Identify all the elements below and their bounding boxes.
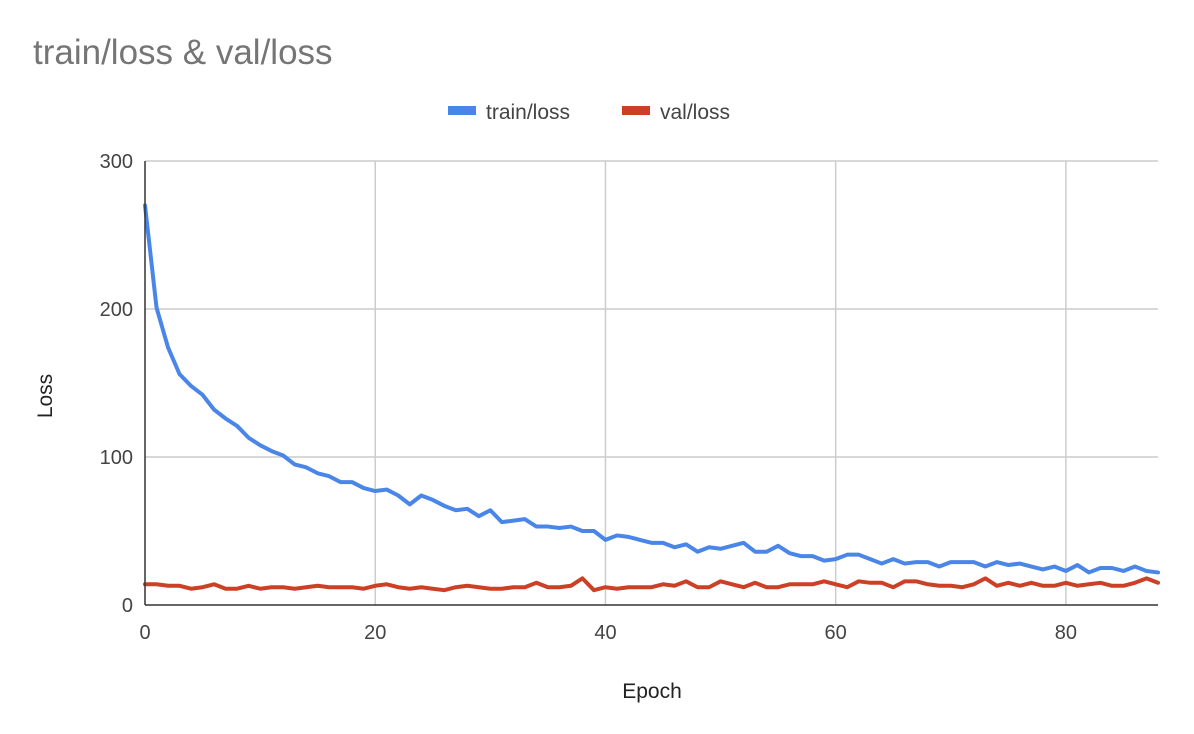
series-line-val-loss — [143, 576, 1160, 593]
x-axis-label: Epoch — [622, 680, 682, 703]
y-tick-label: 100 — [100, 447, 133, 469]
legend-label-train-loss: train/loss — [486, 101, 570, 124]
chart-title: train/loss & val/loss — [33, 33, 333, 72]
y-tick-label: 0 — [122, 595, 133, 617]
axis-ticks: 0 100 200 300 0 20 40 60 80 — [100, 151, 1077, 644]
x-tick-label: 60 — [825, 622, 847, 644]
x-tick-label: 40 — [594, 622, 616, 644]
legend: train/loss val/loss — [448, 101, 730, 124]
legend-swatch-train-loss — [448, 106, 476, 115]
x-tick-label: 80 — [1055, 622, 1077, 644]
axes — [144, 161, 1158, 606]
y-tick-label: 300 — [100, 151, 133, 173]
series-line-train-loss — [143, 203, 1160, 575]
legend-swatch-val-loss — [622, 106, 650, 115]
y-tick-label: 200 — [100, 299, 133, 321]
legend-label-val-loss: val/loss — [660, 101, 730, 124]
x-tick-label: 20 — [364, 622, 386, 644]
y-axis-label: Loss — [34, 374, 57, 418]
series-lines — [143, 203, 1160, 593]
gridlines — [145, 160, 1158, 605]
x-tick-label: 0 — [139, 622, 150, 644]
